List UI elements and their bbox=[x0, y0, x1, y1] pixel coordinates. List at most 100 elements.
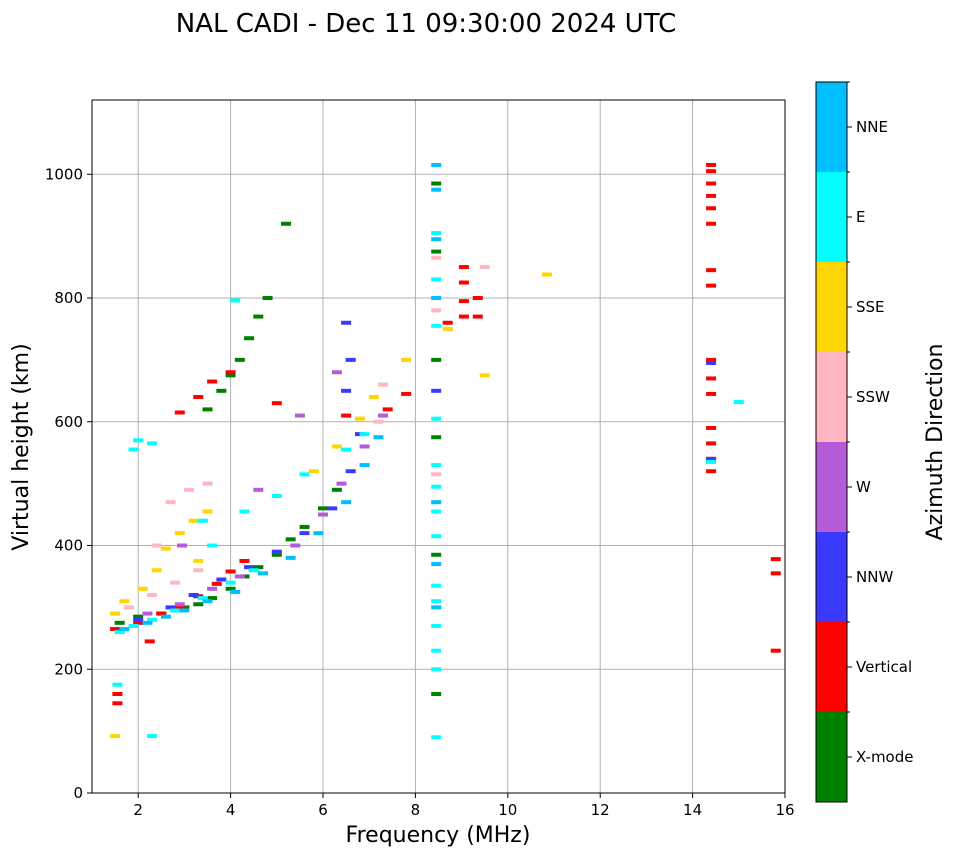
data-point-sse bbox=[542, 272, 553, 277]
data-point-e bbox=[706, 459, 717, 464]
data-point-x-mode bbox=[234, 357, 245, 362]
data-point-nnw bbox=[188, 593, 199, 597]
colorbar-segment bbox=[816, 172, 847, 262]
data-point-sse bbox=[160, 546, 171, 551]
colorbar-segment bbox=[816, 352, 847, 442]
plot-frame bbox=[91, 99, 786, 794]
data-point-nnw bbox=[299, 531, 310, 536]
x-tick-label: 12 bbox=[591, 801, 610, 819]
data-point-x-mode bbox=[271, 552, 282, 557]
data-point-vertical bbox=[458, 265, 469, 270]
data-point-x-mode bbox=[331, 487, 342, 492]
x-tick-label: 4 bbox=[226, 801, 236, 819]
data-point-vertical bbox=[706, 181, 717, 186]
data-point-vertical bbox=[706, 425, 717, 430]
data-point-ssw bbox=[123, 605, 134, 610]
data-point-nne bbox=[341, 500, 352, 505]
data-point-e bbox=[299, 472, 310, 477]
data-point-e bbox=[147, 617, 158, 622]
data-point-e bbox=[431, 735, 442, 740]
data-point-vertical bbox=[174, 410, 185, 415]
data-point-ssw bbox=[147, 593, 158, 597]
data-point-vertical bbox=[706, 206, 717, 211]
data-point-e bbox=[733, 399, 744, 404]
data-point-nne bbox=[431, 605, 442, 610]
data-point-vertical bbox=[225, 370, 236, 375]
data-point-x-mode bbox=[202, 407, 213, 412]
data-point-w bbox=[318, 512, 328, 517]
data-point-w bbox=[253, 487, 264, 492]
colorbar-tick-label: NNW bbox=[856, 568, 893, 586]
data-point-vertical bbox=[341, 413, 352, 418]
data-point-sse bbox=[368, 395, 379, 399]
data-point-e bbox=[207, 543, 218, 548]
data-point-vertical bbox=[458, 299, 469, 304]
data-point-e bbox=[431, 667, 442, 672]
data-point-e bbox=[197, 596, 208, 601]
data-point-w bbox=[378, 413, 389, 418]
data-point-ssw bbox=[431, 472, 442, 477]
data-point-vertical bbox=[112, 692, 123, 696]
data-point-nnw bbox=[431, 388, 442, 393]
data-point-e bbox=[133, 438, 144, 443]
colorbar-tick-label: E bbox=[856, 208, 865, 226]
data-point-vertical bbox=[225, 569, 236, 574]
data-point-e bbox=[431, 231, 442, 236]
data-point-vertical bbox=[706, 357, 717, 362]
x-axis-ticks: 2 4 6 8 10 12 14 16 bbox=[133, 793, 795, 819]
colorbar-tick-label: Vertical bbox=[856, 658, 912, 676]
data-point-w bbox=[336, 481, 347, 486]
data-point-nne bbox=[373, 435, 384, 440]
data-point-e bbox=[239, 509, 250, 514]
data-point-vertical bbox=[706, 221, 717, 226]
data-point-vertical bbox=[472, 296, 483, 300]
data-point-w bbox=[142, 611, 153, 616]
data-point-vertical bbox=[133, 620, 144, 625]
data-point-vertical bbox=[706, 376, 717, 381]
data-point-x-mode bbox=[431, 435, 442, 440]
data-point-nne bbox=[160, 614, 171, 619]
data-point-w bbox=[331, 370, 342, 375]
data-point-x-mode bbox=[431, 181, 442, 186]
data-point-nne bbox=[431, 187, 442, 192]
y-tick-label: 400 bbox=[54, 537, 83, 555]
data-point-ssw bbox=[378, 382, 389, 387]
y-tick-label: 0 bbox=[73, 784, 83, 802]
data-point-x-mode bbox=[262, 296, 273, 300]
data-point-nne bbox=[119, 627, 130, 632]
data-point-vertical bbox=[770, 557, 781, 562]
data-point-nnw bbox=[345, 469, 356, 474]
data-point-sse bbox=[188, 518, 199, 523]
colorbar-tick-label: NNE bbox=[856, 118, 888, 136]
data-point-sse bbox=[331, 444, 342, 449]
data-point-x-mode bbox=[318, 506, 328, 511]
data-point-nne bbox=[431, 500, 442, 505]
data-point-nnw bbox=[345, 357, 356, 362]
data-point-nne bbox=[431, 296, 442, 300]
data-points bbox=[110, 162, 781, 740]
grid-lines bbox=[92, 100, 785, 793]
data-point-sse bbox=[202, 509, 213, 514]
data-point-vertical bbox=[239, 558, 250, 563]
data-point-x-mode bbox=[193, 602, 204, 607]
data-point-nne bbox=[431, 237, 442, 242]
data-point-e bbox=[431, 484, 442, 489]
data-point-e bbox=[230, 298, 241, 303]
data-point-vertical bbox=[193, 395, 204, 399]
data-point-w bbox=[294, 413, 305, 418]
data-point-nnw bbox=[216, 577, 227, 582]
data-point-nne bbox=[431, 562, 442, 567]
data-point-sse bbox=[193, 558, 204, 563]
data-point-e bbox=[271, 494, 282, 498]
data-point-e bbox=[431, 416, 442, 421]
data-point-w bbox=[207, 586, 218, 591]
data-point-vertical bbox=[207, 379, 218, 384]
data-point-nne bbox=[285, 555, 296, 560]
data-point-nnw bbox=[133, 617, 144, 622]
data-point-x-mode bbox=[431, 357, 442, 362]
data-point-vertical bbox=[706, 391, 717, 396]
colorbar-tick-label: X-mode bbox=[856, 748, 913, 766]
data-point-x-mode bbox=[285, 537, 296, 542]
data-point-sse bbox=[137, 586, 148, 591]
